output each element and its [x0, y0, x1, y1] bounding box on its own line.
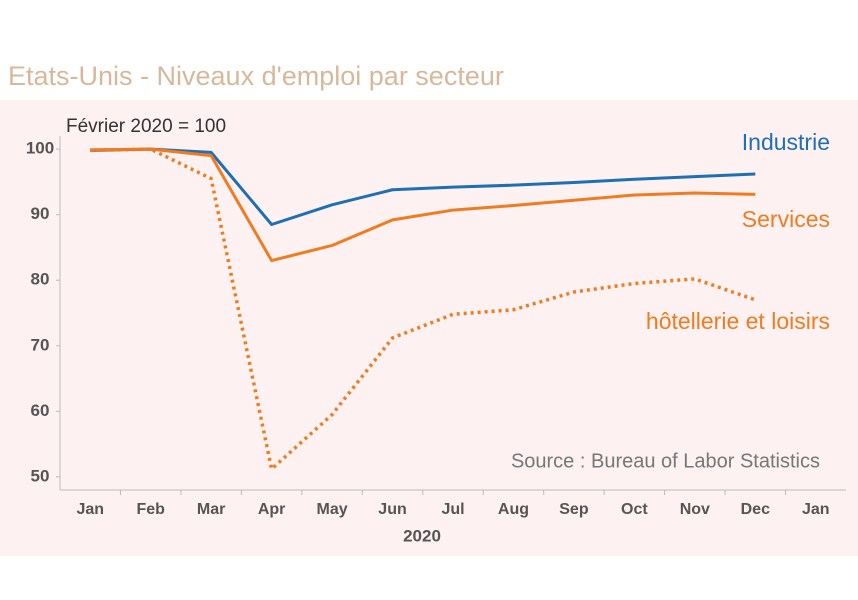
x-tick-label: May	[317, 501, 348, 518]
y-tick-label: 70	[31, 335, 50, 354]
y-tick-label: 60	[31, 401, 50, 420]
series-label: Industrie	[742, 129, 830, 155]
series-line	[90, 147, 756, 226]
x-tick-label: Jul	[441, 501, 464, 518]
x-tick-label: Nov	[680, 501, 710, 518]
source-note: Source : Bureau of Labor Statistics	[511, 450, 820, 472]
x-tick-label: Feb	[136, 501, 165, 518]
series-line	[90, 147, 756, 471]
y-tick-label: 80	[31, 270, 50, 289]
x-tick-label: Mar	[197, 501, 225, 518]
x-tick-label: Sep	[559, 501, 589, 518]
y-tick-label: 100	[26, 139, 54, 158]
series-line	[90, 147, 756, 263]
x-tick-label: Jun	[378, 501, 406, 518]
x-tick-label: Jan	[802, 501, 830, 518]
x-tick-label: Jan	[76, 501, 104, 518]
x-tick-label: Apr	[258, 501, 286, 518]
y-tick-label: 50	[31, 466, 50, 485]
x-tick-label: Dec	[741, 501, 770, 518]
series-label: hôtellerie et loisirs	[646, 308, 830, 334]
subtitle: Février 2020 = 100	[66, 116, 226, 137]
x-tick-label: Aug	[498, 501, 529, 518]
chart-title: Etats-Unis - Niveaux d'emploi par secteu…	[8, 61, 504, 91]
series-label: Services	[742, 206, 830, 232]
x-axis-label: 2020	[403, 526, 441, 545]
y-tick-label: 90	[31, 204, 50, 223]
x-tick-label: Oct	[621, 501, 648, 518]
